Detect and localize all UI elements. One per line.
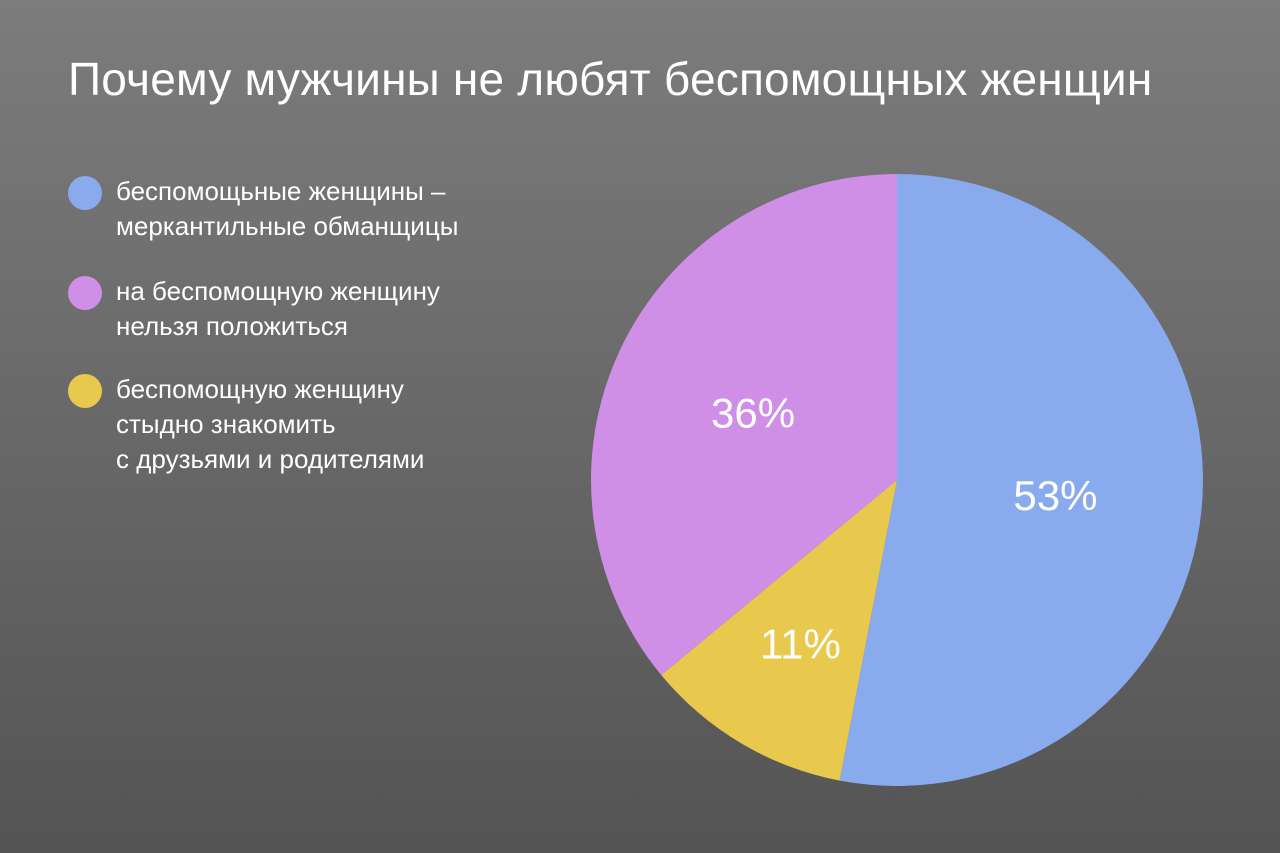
slice-label: 11% — [760, 620, 841, 667]
pie-slice — [839, 174, 1203, 786]
legend-swatch-purple — [68, 276, 102, 310]
legend-swatch-yellow — [68, 374, 102, 408]
chart-title: Почему мужчины не любят беспомощных женщ… — [68, 53, 1153, 105]
pie-slice — [590, 174, 897, 676]
legend-item: на беспомощную женщину нельзя положиться — [68, 274, 538, 344]
slice-label: 53% — [1013, 472, 1097, 519]
legend-label: беспомощьные женщины – меркантильные обм… — [116, 176, 459, 241]
legend-label: беспомощную женщину стыдно знакомить с д… — [116, 374, 425, 474]
slice-label: 36% — [711, 389, 795, 436]
legend-label: на беспомощную женщину нельзя положиться — [116, 276, 440, 341]
legend-swatch-blue — [68, 176, 102, 210]
legend-item: беспомощьные женщины – меркантильные обм… — [68, 174, 538, 244]
pie-slice — [661, 480, 897, 781]
legend-item: беспомощную женщину стыдно знакомить с д… — [68, 372, 538, 477]
legend: беспомощьные женщины – меркантильные обм… — [68, 174, 538, 507]
